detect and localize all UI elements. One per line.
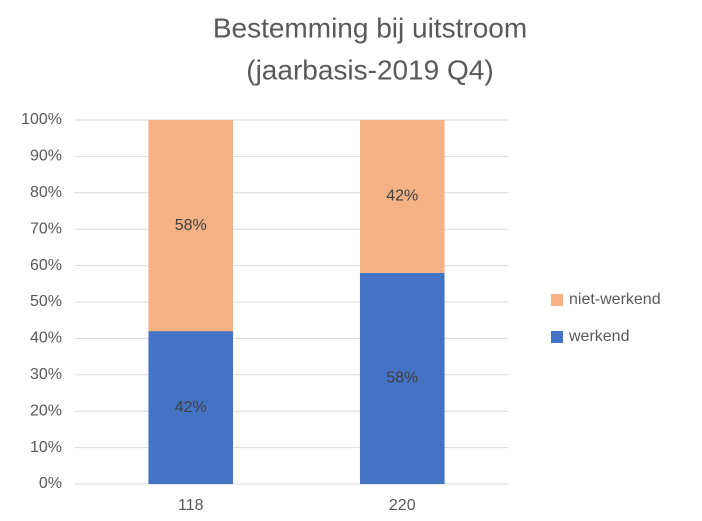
x-tick-label: 118 [178, 497, 204, 514]
y-tick-label: 50% [30, 293, 62, 310]
legend-label: niet-werkend [569, 291, 661, 308]
y-tick-label: 80% [30, 184, 62, 201]
y-tick-label: 10% [30, 439, 62, 456]
bar-segment [148, 120, 234, 332]
y-tick-label: 20% [30, 402, 62, 419]
y-tick-label: 70% [30, 220, 62, 237]
chart-title: (jaarbasis-2019 Q4) [246, 54, 493, 85]
y-tick-label: 90% [30, 148, 62, 165]
y-tick-label: 30% [30, 366, 62, 383]
legend-swatch [551, 331, 563, 343]
bar-segment [359, 120, 445, 273]
data-label: 58% [386, 370, 418, 387]
y-tick-label: 60% [30, 257, 62, 274]
y-tick-label: 40% [30, 330, 62, 347]
legend-swatch [551, 294, 563, 306]
data-label: 42% [386, 188, 418, 205]
chart-title: Bestemming bij uitstroom [213, 12, 527, 43]
bar-segment [148, 331, 234, 484]
x-tick-label: 220 [389, 497, 416, 514]
bar-segment [359, 272, 445, 484]
y-tick-label: 0% [39, 475, 62, 492]
data-label: 42% [175, 399, 207, 416]
data-label: 58% [175, 217, 207, 234]
y-tick-label: 100% [21, 111, 62, 128]
legend-label: werkend [568, 328, 629, 345]
